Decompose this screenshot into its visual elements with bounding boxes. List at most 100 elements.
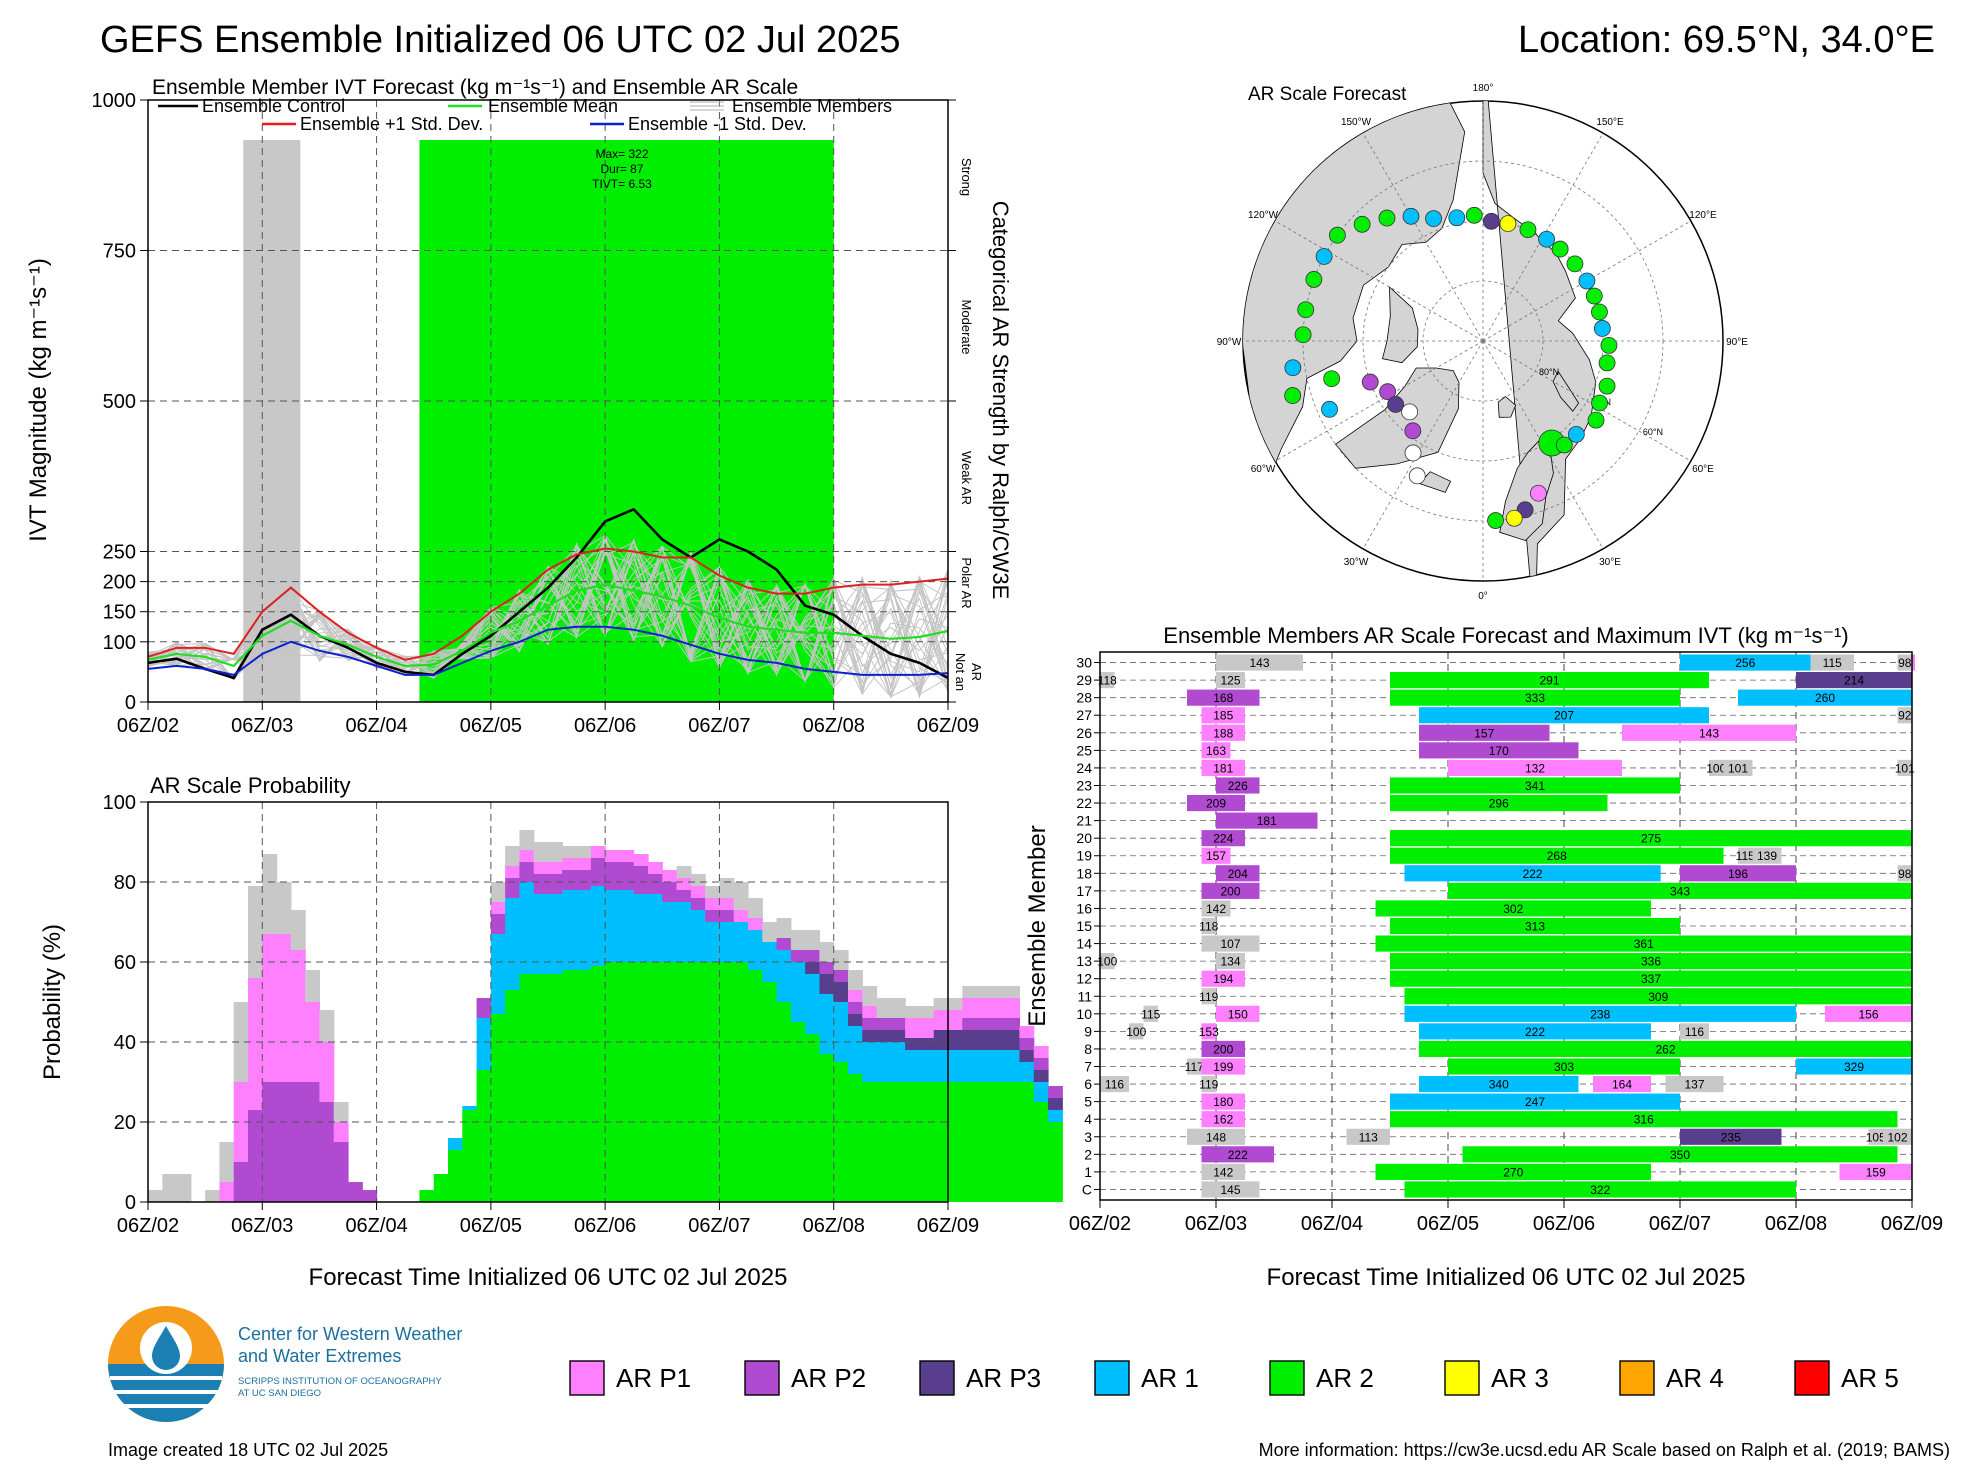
series-ensemble-1-std-dev- <box>147 625 949 676</box>
member-max-ivt: 235 <box>1721 1130 1741 1144</box>
prob-bar-none <box>319 1010 335 1042</box>
ar-point <box>1505 509 1523 527</box>
ar-point <box>1353 215 1371 233</box>
member-label: 29 <box>1076 672 1092 688</box>
member-segment <box>1390 794 1608 812</box>
longitude-label: 90°E <box>1726 337 1748 348</box>
ar-point <box>1294 326 1312 344</box>
member-max-ivt: 275 <box>1641 832 1661 846</box>
longitude-label: 150°E <box>1596 117 1624 128</box>
prob-bar-ar-2 <box>690 962 706 1202</box>
legend-label: AR 1 <box>1141 1363 1199 1393</box>
ivt-xtick-label: 06Z/06 <box>574 715 636 737</box>
member-max-ivt: 188 <box>1213 726 1233 740</box>
prob-bar-ar-1 <box>762 942 778 982</box>
member-segment <box>1187 689 1260 706</box>
member-segment <box>1825 1005 1912 1022</box>
prob-bar-none <box>562 846 578 858</box>
prob-bar-ar-2 <box>519 974 535 1202</box>
prob-bar-ar-2 <box>590 966 606 1202</box>
prob-bar-ar-2 <box>462 1110 478 1202</box>
prob-bar-ar-p1 <box>633 854 649 866</box>
ar-point <box>1315 248 1333 265</box>
prob-bar-ar-1 <box>905 1050 921 1082</box>
member-label: 30 <box>1076 655 1092 671</box>
prob-bar-ar-1 <box>605 890 621 962</box>
prob-bar-none <box>248 886 263 978</box>
prob-bar-ar-p3 <box>833 982 849 1002</box>
prob-bar-ar-p1 <box>533 862 549 874</box>
member-max-ivt: 159 <box>1866 1165 1886 1179</box>
ar-point <box>1379 383 1397 401</box>
longitude-label: 150°W <box>1341 117 1372 128</box>
prob-bar-ar-p3 <box>990 1030 1006 1050</box>
member-segment <box>1201 882 1260 899</box>
member-segment <box>1448 759 1622 777</box>
prob-bar-none <box>876 998 892 1018</box>
prob-bar-ar-p2 <box>476 998 492 1018</box>
ivt-ylabel: IVT Magnitude (kg m⁻¹s⁻¹) <box>25 258 52 542</box>
legend-label: AR P1 <box>616 1363 691 1393</box>
ar-point <box>1401 403 1419 421</box>
prob-bar-ar-p2 <box>262 1082 278 1202</box>
member-max-ivt: 92 <box>1898 709 1912 723</box>
page-title: GEFS Ensemble Initialized 06 UTC 02 Jul … <box>100 19 901 61</box>
member-segment <box>1216 1005 1260 1022</box>
member-max-ivt: 148 <box>1206 1130 1226 1144</box>
member-segment <box>1201 1093 1245 1110</box>
land-mass <box>1382 286 1419 364</box>
prob-bar-ar-2 <box>433 1174 449 1202</box>
member-segment <box>1201 1146 1274 1163</box>
prob-bar-none <box>948 998 963 1010</box>
prob-bar-ar-2 <box>748 970 763 1202</box>
member-max-ivt: 262 <box>1655 1042 1675 1056</box>
prob-bar-ar-1 <box>719 922 735 962</box>
prob-bar-ar-2 <box>862 1082 878 1202</box>
member-label: 7 <box>1084 1059 1092 1075</box>
member-segment <box>1201 724 1245 741</box>
member-segment <box>1390 689 1680 706</box>
member-label: 12 <box>1076 971 1092 987</box>
ivt-annotation: Dur= 87 <box>600 162 643 176</box>
legend-label: Ensemble -1 Std. Dev. <box>628 114 807 134</box>
member-label: 20 <box>1076 830 1092 846</box>
ar-point <box>1297 301 1315 319</box>
legend-swatch-ar-2 <box>1269 1360 1305 1396</box>
member-max-ivt: 125 <box>1220 674 1240 688</box>
member-segment <box>1375 1163 1651 1180</box>
member-segment <box>1216 777 1260 794</box>
map-title: AR Scale Forecast <box>1248 84 1407 105</box>
member-max-ivt: 337 <box>1641 972 1661 986</box>
member-segment <box>1390 777 1680 794</box>
legend-label: AR P2 <box>791 1363 866 1393</box>
prob-bar-ar-p2 <box>848 1002 863 1014</box>
ar-point <box>1567 425 1585 443</box>
legend-swatch-ar-5 <box>1794 1360 1830 1396</box>
prob-bar-ar-2 <box>833 1062 849 1202</box>
prob-bar-ar-1 <box>562 890 578 970</box>
prob-bar-none <box>1005 986 1021 998</box>
member-segment <box>1201 970 1245 987</box>
prob-bar-ar-p1 <box>262 934 278 1082</box>
member-max-ivt: 115 <box>1823 656 1842 670</box>
prob-bar-ar-p1 <box>319 1042 335 1102</box>
member-max-ivt: 238 <box>1590 1007 1610 1021</box>
ar-point <box>1578 272 1596 290</box>
prob-bar-ar-p2 <box>890 1018 906 1030</box>
meridian-line <box>1274 340 1484 462</box>
member-segment <box>1723 759 1753 777</box>
longitude-label: 30°E <box>1599 557 1621 568</box>
prob-bar-ar-p1 <box>848 990 863 1002</box>
member-segment <box>1419 724 1550 741</box>
prob-bar-none <box>905 1006 921 1018</box>
member-max-ivt: 100 <box>1097 955 1117 969</box>
prob-bar-none <box>548 842 563 862</box>
prob-bar-ar-2 <box>876 1082 892 1202</box>
prob-bar-ar-p2 <box>533 874 549 894</box>
member-xtick-label: 06Z/02 <box>1069 1213 1131 1235</box>
prob-bar-ar-p3 <box>933 1030 949 1050</box>
prob-bar-ar-1 <box>848 1026 863 1074</box>
legend-swatch-ar-4 <box>1619 1360 1655 1396</box>
prob-bar-ar-p2 <box>233 1162 249 1202</box>
prob-bar-ar-1 <box>948 1050 963 1082</box>
